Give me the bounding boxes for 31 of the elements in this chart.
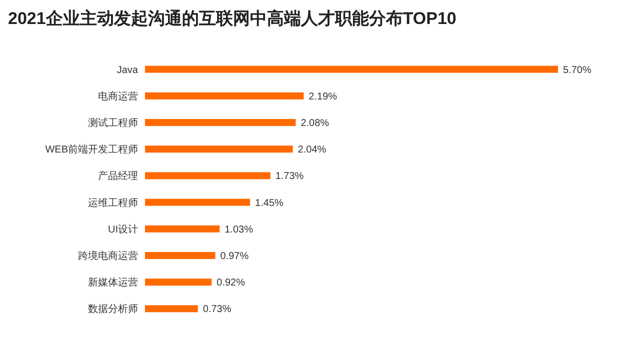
y-tick-label: 新媒体运营 [88,276,138,289]
y-tick-label: 跨境电商运营 [78,250,138,262]
data-label: 1.03% [224,224,254,236]
data-label: 2.04% [298,144,326,156]
bar [145,225,220,232]
bar [145,66,558,73]
bar [145,252,216,259]
bar [145,305,198,312]
data-label: 0.73% [202,304,232,316]
y-tick-label: 测试工程师 [88,117,138,129]
bar [145,278,212,286]
data-label: 0.92% [216,278,246,289]
y-tick-label: 电商运营 [98,90,138,102]
data-label: 2.08% [300,118,330,129]
y-tick-label: 产品经理 [98,170,138,182]
y-tick-label: 运维工程师 [88,196,138,209]
data-label: 5.70% [563,64,592,76]
data-label: 1.73% [275,171,304,182]
data-label: 2.19% [308,91,338,102]
bar [145,198,250,206]
bar [145,92,304,100]
y-tick-label: Java [116,64,138,76]
bar [145,146,293,153]
y-tick-label: 数据分析师 [88,303,138,316]
y-tick-label: WEB前端开发工程师 [45,144,138,156]
y-tick-label: UI设计 [108,223,138,236]
data-label: 0.97% [220,251,249,262]
bar [145,119,296,126]
bar [145,172,270,180]
chart-title: 2021企业主动发起沟通的互联网中高端人才职能分布TOP10 [8,9,456,28]
data-label: 1.45% [255,198,284,209]
